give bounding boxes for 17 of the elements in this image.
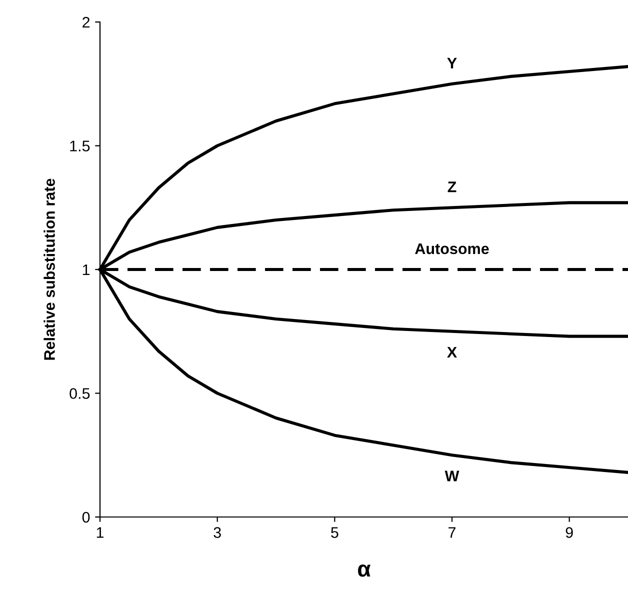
series-label: Y — [447, 58, 457, 68]
x-tick-label: 5 — [331, 527, 338, 538]
y-tick-label: 1 — [82, 264, 90, 276]
x-tick-label: 1 — [96, 527, 104, 538]
series-label: Z — [448, 182, 456, 192]
series-label: Autosome — [415, 243, 489, 254]
series-label: W — [444, 470, 460, 482]
x-tick-label: 3 — [214, 527, 221, 538]
series-label: X — [447, 347, 457, 358]
y-axis-title: Relative substitution rate — [44, 178, 55, 360]
x-tick-label: 7 — [448, 527, 456, 538]
y-tick-label: 0.5 — [70, 388, 90, 399]
x-axis-title: α — [358, 564, 371, 577]
y-tick-label: 2 — [82, 16, 90, 28]
x-tick-label: 9 — [566, 527, 573, 538]
y-tick-label: 1.5 — [70, 140, 90, 152]
y-tick-label: 0 — [82, 512, 90, 523]
